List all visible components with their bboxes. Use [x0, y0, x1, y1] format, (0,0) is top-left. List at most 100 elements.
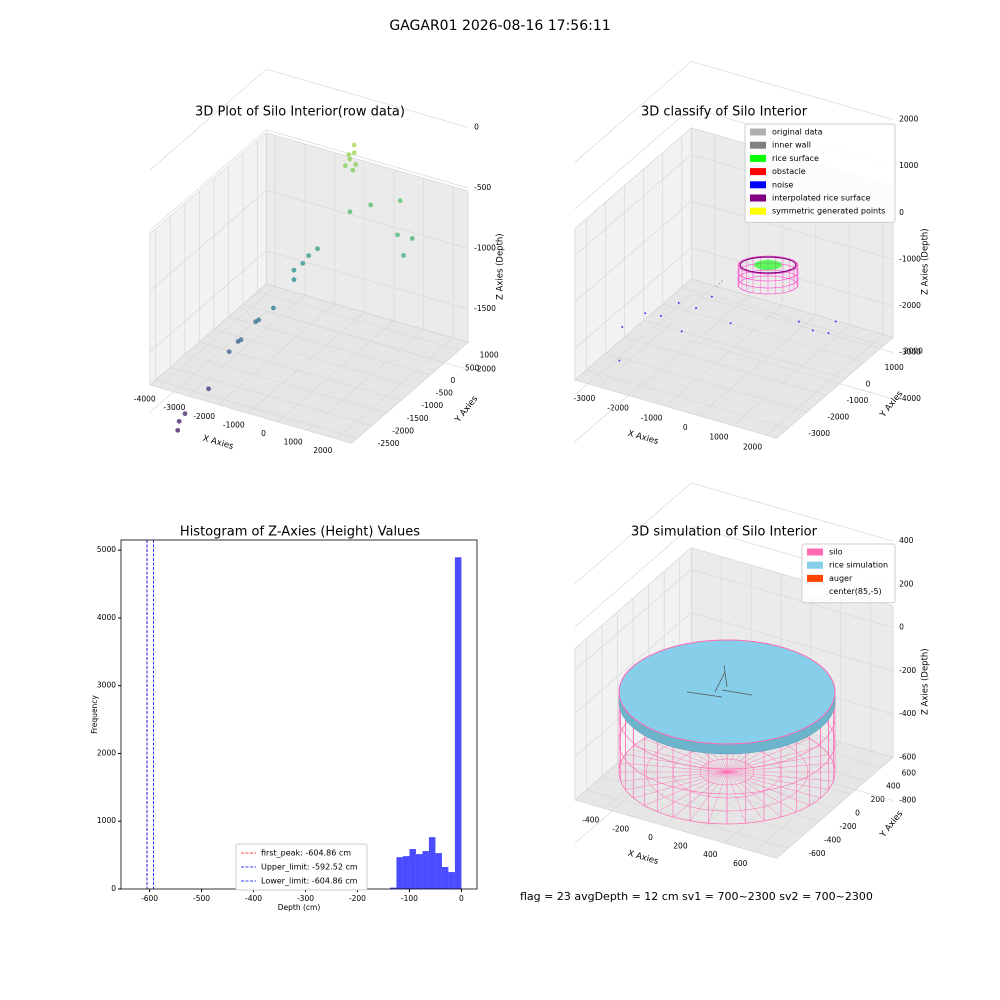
- grid-line: [574, 154, 692, 256]
- x-tick-label: -1000: [223, 420, 245, 429]
- bar: [441, 866, 449, 889]
- grid-line: [665, 305, 783, 407]
- grid-line: [662, 303, 865, 363]
- x-tick-label: -400: [582, 816, 599, 825]
- z-tick-label: -1500: [474, 304, 496, 313]
- grid-line: [617, 762, 820, 822]
- legend-box: [744, 123, 896, 223]
- x-tick-label: -1000: [641, 413, 663, 422]
- bar: [422, 851, 429, 889]
- x-tick-label: 1000: [709, 433, 728, 442]
- x-tick-label: -300: [297, 894, 314, 903]
- grid-line: [631, 295, 749, 397]
- z-tick-label: -400: [899, 709, 916, 718]
- x-tick-label: -3000: [164, 403, 186, 412]
- x-axis-label: Depth (cm): [278, 903, 321, 912]
- grid-line: [228, 316, 431, 376]
- point: [827, 332, 830, 335]
- legend-label: silo: [829, 548, 843, 557]
- x-tick-label: 0: [459, 894, 464, 903]
- y-tick-label: 0: [450, 376, 455, 385]
- point: [677, 301, 680, 304]
- x-tick-label: -3000: [574, 394, 596, 403]
- point: [270, 305, 276, 311]
- grid-line: [586, 369, 789, 429]
- grid-line: [184, 354, 387, 414]
- grid-line: [188, 294, 306, 397]
- point: [291, 267, 297, 273]
- rice-surface: [754, 260, 782, 270]
- legend-label: original data: [772, 128, 823, 137]
- x-tick-label: -2000: [193, 412, 215, 421]
- legend-label: interpolated rice surface: [772, 194, 870, 203]
- grid-line: [732, 324, 850, 426]
- y-tick-label: -200: [840, 822, 857, 831]
- point: [176, 418, 182, 424]
- point: [720, 279, 723, 282]
- point: [256, 317, 262, 323]
- y-tick-label: 0: [855, 809, 860, 818]
- point: [351, 150, 357, 156]
- point: [291, 277, 297, 283]
- y-tick-label: 5000: [97, 545, 116, 554]
- grid-line: [691, 482, 894, 542]
- x-tick-label: 0: [648, 833, 653, 842]
- grid-line: [170, 366, 373, 426]
- grid-line: [574, 107, 692, 210]
- point: [182, 411, 188, 417]
- grid-line: [574, 247, 692, 349]
- grid-line: [149, 190, 267, 292]
- grid-line: [155, 379, 358, 439]
- bar: [409, 849, 416, 889]
- x-tick-label: 2000: [743, 442, 762, 451]
- z-tick-label: -1000: [899, 254, 921, 263]
- z-tick-label: 2000: [899, 115, 918, 124]
- bar: [448, 872, 455, 889]
- z-axis-label: Z Axies (Depth): [496, 233, 506, 300]
- legend-swatch: [750, 181, 766, 189]
- z-axis-label: Z Axies (Depth): [921, 228, 931, 295]
- y-tick-label: 1000: [97, 816, 116, 825]
- grid-line: [574, 340, 692, 442]
- x-tick-label: -400: [245, 894, 262, 903]
- legend-swatch: [807, 588, 823, 596]
- y-tick-label: -600: [808, 849, 825, 858]
- point: [315, 246, 320, 252]
- grid-line: [149, 311, 267, 413]
- grid-line: [574, 742, 692, 844]
- x-tick-label: -4000: [134, 395, 156, 404]
- bar: [435, 853, 442, 889]
- point: [621, 325, 624, 328]
- legend-label: obstacle: [772, 167, 806, 176]
- interp-surface: [739, 256, 797, 274]
- grid-line: [586, 789, 789, 849]
- grid-line: [691, 247, 894, 307]
- grid-line: [574, 293, 692, 396]
- point: [350, 167, 356, 173]
- grid-line: [149, 68, 267, 171]
- pane: [149, 283, 469, 444]
- point: [397, 198, 403, 204]
- point: [238, 337, 244, 343]
- grid-line: [766, 334, 884, 436]
- y-axis-label: Frequency: [90, 695, 99, 734]
- y-tick-label: -1500: [407, 414, 429, 423]
- bar: [389, 887, 397, 889]
- z-tick-label: 0: [899, 208, 904, 217]
- z-tick-label: 0: [474, 122, 479, 131]
- bar: [396, 857, 403, 889]
- y-tick-label: -2000: [392, 426, 414, 435]
- point: [660, 314, 663, 317]
- grid-line: [574, 569, 692, 671]
- point: [343, 163, 348, 169]
- legend-label: inner wall: [772, 141, 811, 150]
- grid-line: [633, 749, 835, 809]
- grid-line: [598, 285, 716, 388]
- bar: [415, 854, 423, 889]
- y-tick-label: -2000: [827, 413, 849, 422]
- grid-line: [247, 312, 365, 414]
- point: [710, 295, 713, 298]
- y-tick-label: 2000: [97, 748, 116, 757]
- legend-label: symmetric generated points: [772, 207, 885, 216]
